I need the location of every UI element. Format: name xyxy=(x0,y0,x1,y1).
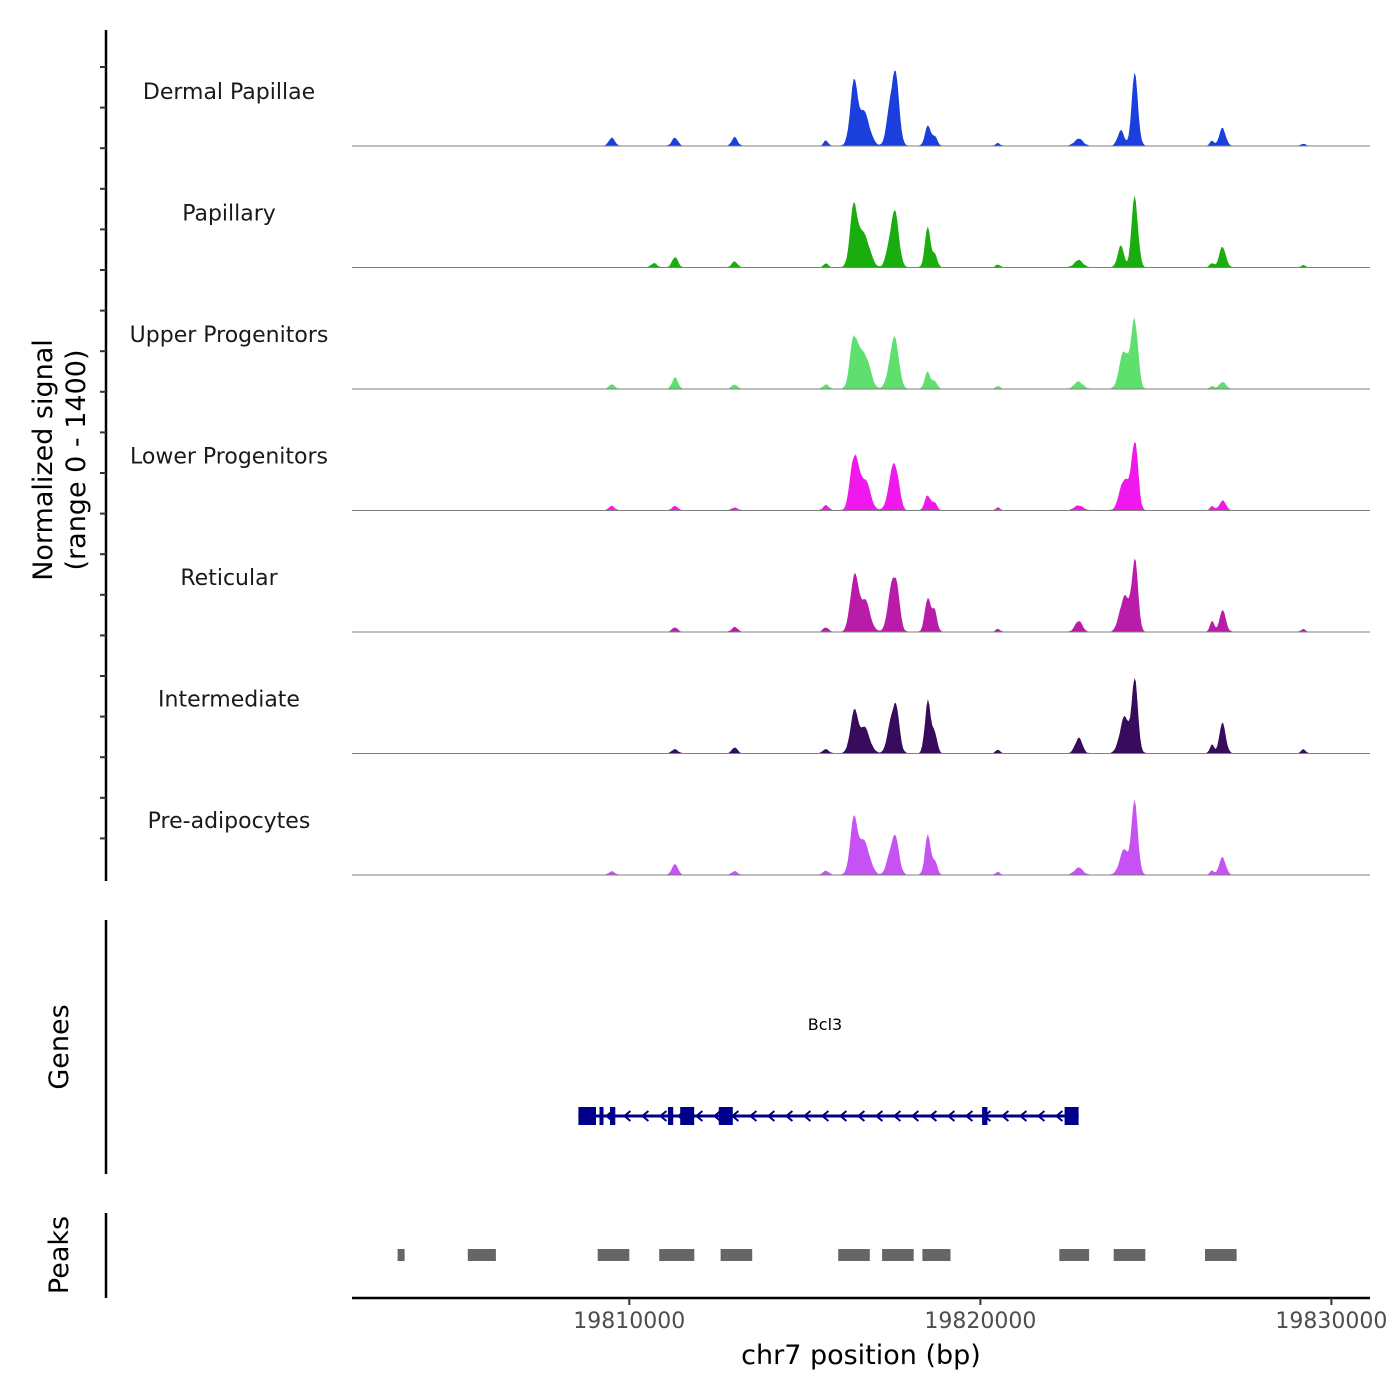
track-label: Intermediate xyxy=(158,688,300,713)
gene-exon xyxy=(718,1107,733,1125)
track-label: Dermal Papillae xyxy=(143,80,315,105)
strand-chevron xyxy=(1000,1110,1010,1122)
coverage-area xyxy=(352,317,1370,389)
track-label: Upper Progenitors xyxy=(130,323,329,348)
track-0: Dermal Papillae xyxy=(143,70,1370,147)
strand-chevron xyxy=(946,1110,956,1122)
strand-chevron xyxy=(964,1110,974,1122)
peak-region xyxy=(597,1249,630,1261)
strand-chevron xyxy=(1054,1110,1064,1122)
gene-exon xyxy=(982,1107,988,1125)
peak-region xyxy=(467,1249,496,1261)
track-3: Lower Progenitors xyxy=(130,442,1370,511)
peak-regions xyxy=(397,1249,1237,1261)
peaks-panel-title: Peaks xyxy=(44,1216,75,1294)
coverage-y-title-line1: Normalized signal xyxy=(28,339,59,581)
strand-chevron xyxy=(856,1110,866,1122)
strand-chevron xyxy=(784,1110,794,1122)
strand-chevron xyxy=(694,1110,704,1122)
strand-chevron xyxy=(928,1110,938,1122)
genes-panel-title: Genes xyxy=(44,1004,75,1089)
peak-region xyxy=(397,1249,405,1261)
x-tick-label: 19830000 xyxy=(1275,1309,1387,1334)
strand-chevron xyxy=(1018,1110,1028,1122)
strand-chevron xyxy=(622,1110,632,1122)
track-label: Pre-adipocytes xyxy=(148,809,311,834)
peaks-panel: Peaks xyxy=(44,1213,1237,1298)
strand-chevron xyxy=(748,1110,758,1122)
genes-panel: Genes Bcl3 xyxy=(44,920,1079,1174)
coverage-panel: Normalized signal (range 0 - 1400) Derma… xyxy=(28,30,1370,881)
strand-chevron xyxy=(802,1110,812,1122)
strand-chevron xyxy=(910,1110,920,1122)
x-tick-label: 19810000 xyxy=(573,1309,685,1334)
track-label: Lower Progenitors xyxy=(130,445,328,470)
coverage-y-title-line2: (range 0 - 1400) xyxy=(61,350,92,571)
coverage-y-ticks xyxy=(100,66,106,840)
peak-region xyxy=(838,1249,870,1261)
track-1: Papillary xyxy=(182,195,1370,268)
x-axis-title: chr7 position (bp) xyxy=(741,1340,981,1371)
track-label: Papillary xyxy=(182,202,276,227)
strand-chevron xyxy=(712,1110,722,1122)
x-axis: 19810000 19820000 19830000 chr7 position (… xyxy=(352,1296,1387,1371)
strand-chevron xyxy=(874,1110,884,1122)
strand-chevron xyxy=(1036,1110,1046,1122)
peak-region xyxy=(720,1249,753,1261)
gene-model-bcl3 xyxy=(578,1107,1079,1125)
peak-region xyxy=(1205,1249,1237,1261)
coverage-area xyxy=(352,678,1370,754)
peak-region xyxy=(659,1249,695,1261)
coverage-area xyxy=(352,195,1370,268)
gene-exon xyxy=(1064,1107,1079,1125)
x-tick-label: 19820000 xyxy=(924,1309,1036,1334)
gene-exon xyxy=(578,1107,596,1125)
coverage-area xyxy=(352,442,1370,511)
gene-label: Bcl3 xyxy=(808,1015,842,1034)
track-label: Reticular xyxy=(180,566,278,591)
peak-region xyxy=(1113,1249,1146,1261)
track-6: Pre-adipocytes xyxy=(148,799,1370,876)
peak-region xyxy=(922,1249,951,1261)
strand-chevron xyxy=(820,1110,830,1122)
strand-chevron xyxy=(892,1110,902,1122)
gene-exon xyxy=(680,1107,695,1125)
strand-chevron xyxy=(838,1110,848,1122)
gene-exon xyxy=(667,1107,674,1125)
track-2: Upper Progenitors xyxy=(130,317,1370,390)
coverage-area xyxy=(352,70,1370,146)
coverage-area xyxy=(352,558,1370,632)
coverage-tracks: Dermal Papillae Papillary Upper Progenitor… xyxy=(130,70,1370,876)
track-5: Intermediate xyxy=(158,678,1370,754)
gene-exon xyxy=(610,1107,616,1125)
strand-chevron xyxy=(766,1110,776,1122)
strand-chevron xyxy=(658,1110,668,1122)
strand-chevron xyxy=(640,1110,650,1122)
coverage-area xyxy=(352,799,1370,875)
peak-region xyxy=(882,1249,914,1261)
gene-exon xyxy=(599,1107,604,1125)
x-ticks: 19810000 19820000 19830000 xyxy=(573,1298,1387,1334)
peak-region xyxy=(1059,1249,1090,1261)
track-4: Reticular xyxy=(180,558,1370,633)
